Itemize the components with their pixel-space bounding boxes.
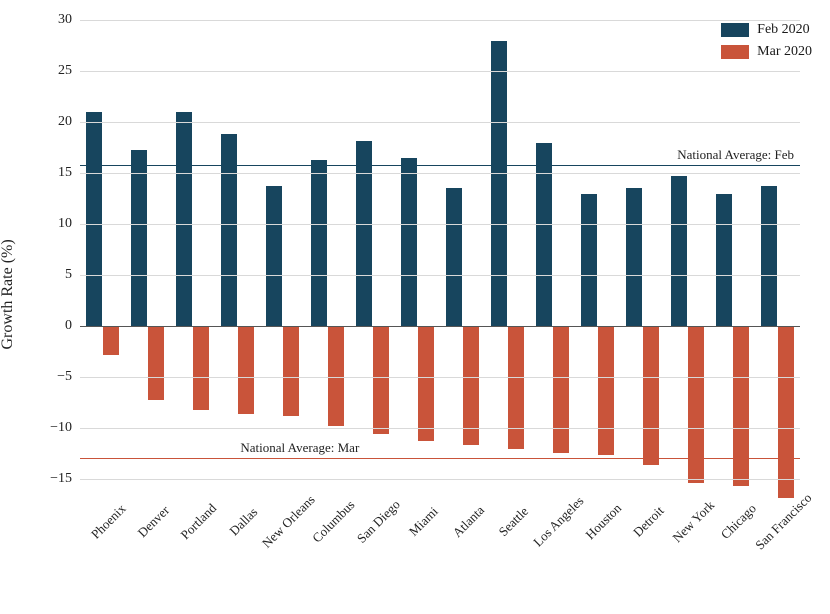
plot-area: −15−10−5051015202530National Average: Fe… [80, 20, 800, 510]
y-tick-label: 10 [58, 216, 72, 232]
bar [103, 326, 119, 355]
bar [688, 326, 704, 483]
y-tick-label: −5 [57, 369, 72, 385]
legend-label: Feb 2020 [757, 22, 810, 38]
y-tick-label: 5 [65, 267, 72, 283]
bar [418, 326, 434, 440]
bars-layer [80, 20, 800, 510]
y-tick-label: 30 [58, 12, 72, 28]
reference-line-label: National Average: Mar [238, 440, 361, 456]
bar [238, 326, 254, 414]
bar [581, 194, 597, 327]
bar [86, 112, 102, 326]
bar [283, 326, 299, 416]
y-tick-label: 15 [58, 165, 72, 181]
gridline [80, 173, 800, 174]
reference-line-label: National Average: Feb [675, 147, 796, 163]
bar [671, 176, 687, 326]
gridline [80, 377, 800, 378]
legend-swatch [721, 45, 749, 59]
y-tick-label: −15 [50, 471, 72, 487]
bar [643, 326, 659, 465]
bar [626, 188, 642, 326]
bar [373, 326, 389, 434]
legend-label: Mar 2020 [757, 44, 812, 60]
legend: Feb 2020 Mar 2020 [721, 22, 812, 66]
x-tick-labels: PhoenixDenverPortlandDallasNew OrleansCo… [80, 510, 800, 610]
bar [761, 186, 777, 326]
bar [311, 160, 327, 326]
bar [401, 158, 417, 326]
bar [446, 188, 462, 326]
bar [778, 326, 794, 498]
bar [463, 326, 479, 444]
bar [176, 112, 192, 326]
bar [491, 41, 507, 326]
x-tick-label: Dallas [226, 504, 261, 539]
gridline [80, 71, 800, 72]
y-tick-label: −10 [50, 420, 72, 436]
reference-line [80, 165, 800, 166]
bar [536, 143, 552, 327]
zero-line [80, 326, 800, 327]
y-tick-label: 25 [58, 63, 72, 79]
bar [508, 326, 524, 449]
bar [553, 326, 569, 453]
y-axis-label: Growth Rate (%) [0, 239, 17, 349]
bar [193, 326, 209, 410]
reference-line [80, 458, 800, 459]
bar [356, 141, 372, 326]
bar [716, 194, 732, 327]
bar [266, 186, 282, 326]
bar [733, 326, 749, 485]
y-tick-label: 0 [65, 318, 72, 334]
chart-container: Growth Rate (%) −15−10−5051015202530Nati… [0, 0, 830, 614]
bar [221, 134, 237, 326]
gridline [80, 20, 800, 21]
gridline [80, 275, 800, 276]
y-tick-label: 20 [58, 114, 72, 130]
x-tick-label: Miami [405, 504, 441, 540]
legend-item: Mar 2020 [721, 44, 812, 60]
gridline [80, 122, 800, 123]
legend-item: Feb 2020 [721, 22, 812, 38]
bar [148, 326, 164, 400]
gridline [80, 479, 800, 480]
bar [598, 326, 614, 455]
bar [328, 326, 344, 426]
legend-swatch [721, 23, 749, 37]
bar [131, 150, 147, 327]
gridline [80, 428, 800, 429]
gridline [80, 224, 800, 225]
